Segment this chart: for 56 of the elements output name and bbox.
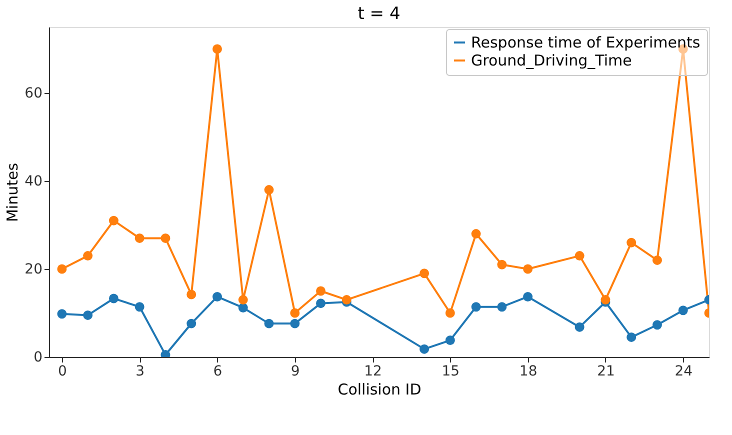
y-tick-label: 60	[24, 86, 42, 102]
point	[57, 264, 67, 274]
point	[160, 233, 170, 243]
point	[316, 298, 326, 308]
point	[445, 308, 455, 318]
point	[626, 332, 636, 342]
point	[420, 344, 430, 354]
legend-label: Ground_Driving_Time	[471, 52, 632, 70]
x-axis-title: Collision ID	[338, 380, 422, 398]
x-tick-label: 6	[213, 364, 222, 380]
point	[264, 185, 274, 195]
point	[652, 255, 662, 265]
y-axis-title: Minutes	[4, 162, 22, 222]
point	[316, 286, 326, 296]
point	[186, 318, 196, 328]
point	[186, 290, 196, 300]
chart-title: t = 4	[358, 4, 400, 24]
x-tick-label: 15	[442, 364, 460, 380]
point	[523, 292, 533, 302]
point	[420, 268, 430, 278]
point	[238, 295, 248, 305]
point	[471, 302, 481, 312]
legend-label: Response time of Experiments	[471, 34, 700, 52]
point	[57, 309, 67, 319]
point	[238, 302, 248, 312]
x-tick-label: 9	[290, 364, 300, 380]
x-tick-label: 24	[674, 364, 693, 380]
x-tick-label: 0	[58, 364, 67, 380]
point	[497, 260, 507, 270]
point	[264, 318, 274, 328]
point	[108, 294, 118, 304]
point	[108, 216, 118, 226]
point	[134, 302, 144, 312]
point	[83, 251, 93, 261]
point	[83, 310, 93, 320]
y-tick-label: 40	[24, 174, 42, 190]
x-tick-label: 21	[597, 364, 615, 380]
point	[290, 308, 300, 318]
point	[471, 229, 481, 239]
point	[678, 306, 688, 316]
point	[574, 251, 584, 261]
x-tick-label: 18	[519, 364, 538, 380]
point	[626, 238, 636, 248]
point	[290, 318, 300, 328]
point	[523, 264, 533, 274]
y-tick-label: 0	[34, 350, 42, 366]
point	[212, 292, 222, 302]
point	[134, 233, 144, 243]
point	[652, 320, 662, 330]
y-tick-label: 20	[24, 262, 42, 278]
point	[445, 336, 455, 346]
point	[574, 322, 584, 332]
x-tick-label: 3	[136, 364, 145, 380]
x-tick-label: 12	[364, 364, 382, 380]
point	[497, 302, 507, 312]
point	[212, 44, 222, 54]
